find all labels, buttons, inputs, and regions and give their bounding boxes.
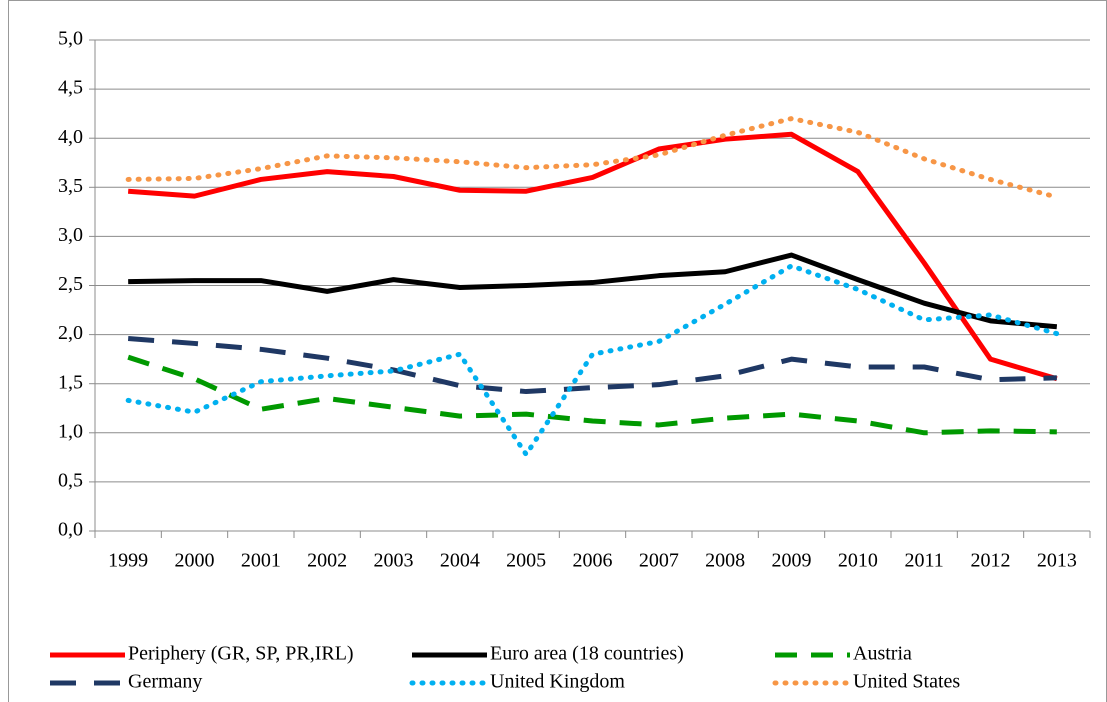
x-tick-label: 2007: [639, 550, 679, 572]
series-line: [125, 116, 1060, 200]
y-tick-label: 0,5: [58, 469, 83, 491]
y-tick-label: 1,0: [58, 420, 83, 442]
y-tick-label: 3,0: [58, 224, 83, 246]
x-tick-label: 2003: [374, 550, 414, 572]
y-tick-label: 1,5: [58, 371, 83, 393]
x-tick-label: 2011: [905, 550, 944, 572]
x-tick-label: 2001: [241, 550, 281, 572]
legend-label: Germany: [128, 671, 202, 693]
x-tick-label: 2005: [506, 550, 546, 572]
x-tick-label: 2010: [838, 550, 878, 572]
x-tick-label: 2012: [971, 550, 1011, 572]
x-tick-label: 2004: [440, 550, 480, 572]
legend-label: United Kingdom: [490, 671, 625, 693]
x-tick-label: 2009: [772, 550, 812, 572]
y-tick-label: 2,0: [58, 322, 83, 344]
series-line: [127, 131, 1058, 382]
y-tick-label: 4,5: [58, 77, 83, 99]
y-tick-label: 2,5: [58, 273, 83, 295]
y-tick-label: 3,5: [58, 175, 83, 197]
y-tick-label: 0,0: [58, 519, 83, 541]
x-tick-label: 2006: [573, 550, 613, 572]
x-tick-label: 2002: [307, 550, 347, 572]
x-tick-label: 2000: [175, 550, 215, 572]
legend-label: United States: [853, 671, 960, 693]
series-line: [127, 354, 1057, 436]
series-line: [125, 263, 1060, 457]
x-tick-label: 1999: [108, 550, 148, 572]
y-tick-label: 5,0: [58, 28, 83, 50]
series-line: [127, 336, 1057, 395]
legend-label: Euro area (18 countries): [490, 643, 684, 665]
series-line: [128, 252, 1058, 330]
chart-frame: [8, 0, 1107, 702]
legend-label: Periphery (GR, SP, PR,IRL): [128, 643, 354, 665]
legend-label: Austria: [853, 643, 912, 665]
x-tick-label: 2013: [1037, 550, 1077, 572]
y-tick-label: 4,0: [58, 126, 83, 148]
x-tick-label: 2008: [705, 550, 745, 572]
